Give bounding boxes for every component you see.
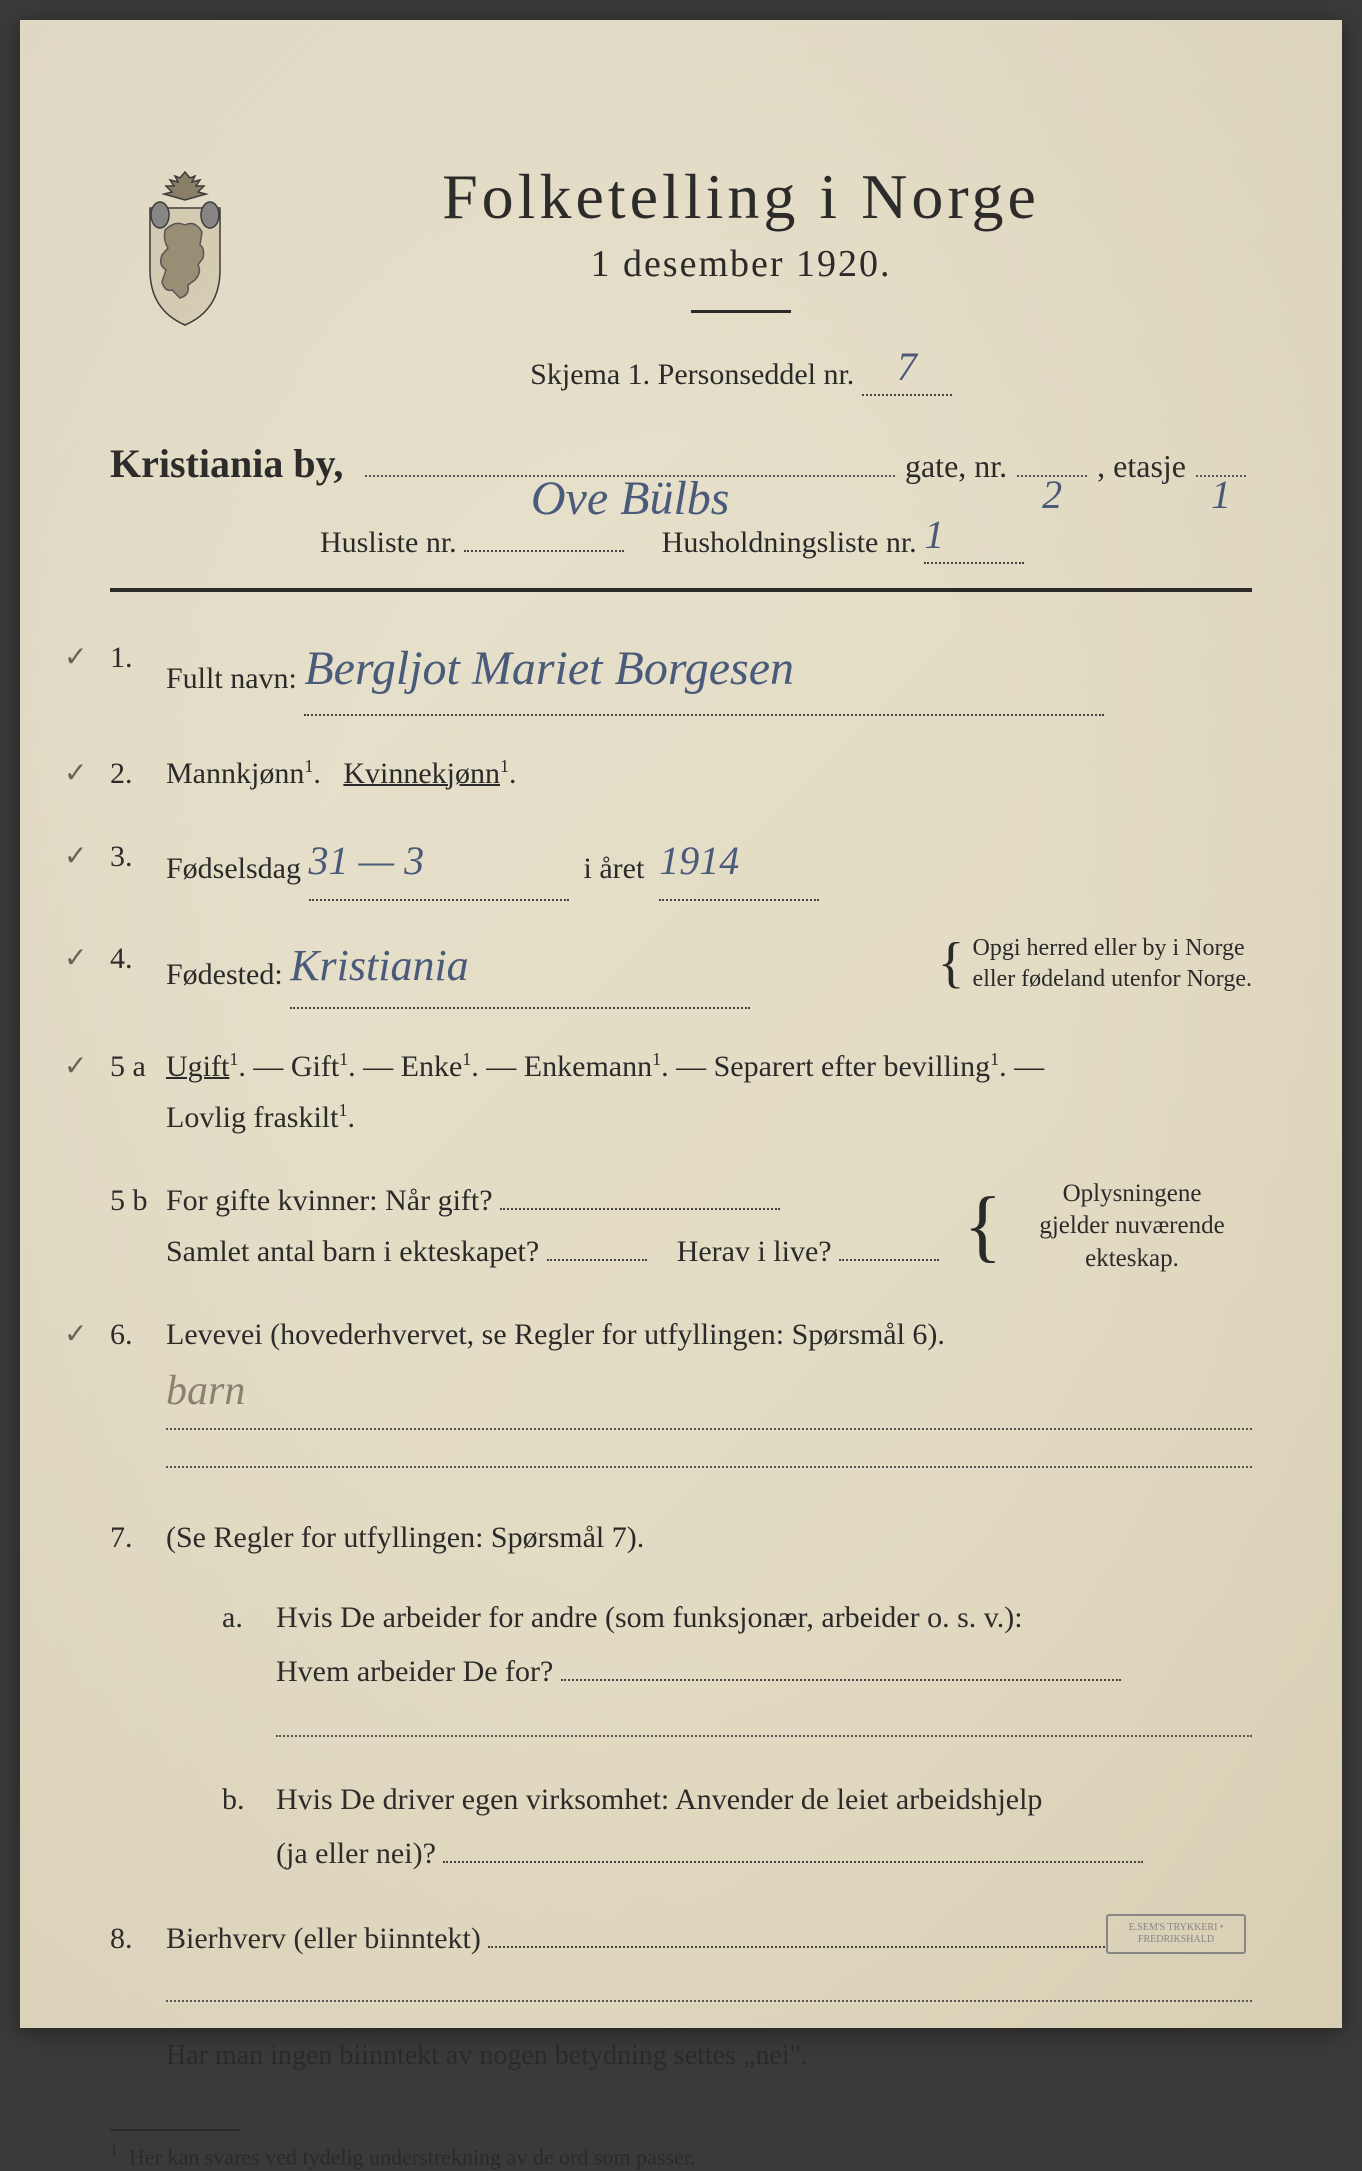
q4-num: 4.: [110, 933, 133, 984]
brace-icon: {: [938, 941, 965, 986]
city-label: Kristiania by,: [110, 440, 343, 487]
q5a-num: 5 a: [110, 1041, 146, 1092]
q8-row: 8. Bierhverv (eller biinntekt) Har man i…: [110, 1913, 1252, 2080]
q5a-row: ✓ 5 a Ugift1. — Gift1. — Enke1. — Enkema…: [110, 1041, 1252, 1143]
title-block: Folketelling i Norge 1 desember 1920. Sk…: [230, 160, 1252, 396]
husholdning-label: Husholdningsliste nr.: [662, 526, 917, 559]
q3-daymonth-value: 31 — 3: [309, 838, 425, 883]
q3-row: ✓ 3. Fødselsdag 31 — 3 i året 1914: [110, 831, 1252, 901]
q5b-note: Oplysningene gjelder nuværende ekteskap.: [1012, 1178, 1252, 1276]
q5a-opt-separert: Separert efter bevilling: [714, 1050, 991, 1083]
q7a-line1: Hvis De arbeider for andre (som funksjon…: [276, 1601, 1023, 1634]
q5b-label-a: For gifte kvinner: Når gift?: [166, 1184, 493, 1217]
printer-stamp: E.SEM'S TRYKKERI • FREDRIKSHALD: [1106, 1914, 1246, 1954]
q1-label: Fullt navn:: [166, 662, 297, 695]
q1-checkmark-icon: ✓: [64, 634, 87, 682]
q7-row: 7. (Se Regler for utfyllingen: Spørsmål …: [110, 1512, 1252, 1881]
address-line: Kristiania by, Ove Bülbs gate, nr. 2 , e…: [110, 440, 1252, 487]
brace-icon: {: [964, 1194, 1002, 1258]
skjema-line: Skjema 1. Personseddel nr. 7: [230, 347, 1252, 396]
q7a-row: a. Hvis De arbeider for andre (som funks…: [276, 1591, 1252, 1737]
q6-row: ✓ 6. Levevei (hovederhvervet, se Regler …: [110, 1309, 1252, 1467]
q6-label: Levevei (hovederhvervet, se Regler for u…: [166, 1318, 945, 1351]
q7a-line2: Hvem arbeider De for?: [276, 1655, 553, 1688]
census-form-page: Folketelling i Norge 1 desember 1920. Sk…: [20, 20, 1342, 2028]
main-title: Folketelling i Norge: [230, 160, 1252, 234]
skjema-label: Skjema 1. Personseddel nr.: [530, 358, 854, 391]
q5a-opt-gift: Gift: [291, 1050, 339, 1083]
q3-checkmark-icon: ✓: [64, 833, 87, 881]
subtitle: 1 desember 1920.: [230, 242, 1252, 286]
husliste-label: Husliste nr.: [320, 526, 457, 559]
q4-checkmark-icon: ✓: [64, 935, 87, 983]
q1-num: 1.: [110, 632, 133, 683]
q7a-num: a.: [222, 1591, 243, 1645]
q5b-num: 5 b: [110, 1175, 148, 1226]
q2-num: 2.: [110, 748, 133, 799]
q5b-row: 5 b For gifte kvinner: Når gift? Samlet …: [110, 1175, 1252, 1277]
q2-option-mann: Mannkjønn: [166, 757, 304, 790]
q1-row: ✓ 1. Fullt navn: Bergljot Mariet Borgese…: [110, 632, 1252, 716]
footnote: 1 Her kan svares ved tydelig understrekn…: [110, 2143, 1252, 2170]
q7b-row: b. Hvis De driver egen virksomhet: Anven…: [276, 1773, 1252, 1881]
section-divider: [110, 588, 1252, 592]
q7b-line1: Hvis De driver egen virksomhet: Anvender…: [276, 1783, 1042, 1816]
title-divider: [691, 310, 791, 313]
footnote-rule: [110, 2129, 240, 2131]
q2-checkmark-icon: ✓: [64, 750, 87, 798]
q5a-opt-ugift: Ugift: [166, 1050, 229, 1083]
q5a-opt-enke: Enke: [401, 1050, 463, 1083]
q5a-opt-fraskilt: Lovlig fraskilt: [166, 1101, 338, 1134]
gate-nr-value: 2: [1017, 471, 1087, 483]
etasje-value: 1: [1196, 471, 1246, 483]
husliste-line: Husliste nr. Husholdningsliste nr. 1: [320, 515, 1252, 564]
q2-option-kvinne: Kvinnekjønn: [343, 757, 500, 790]
street-value: Ove Bülbs: [365, 471, 895, 483]
q2-row: ✓ 2. Mannkjønn1. Kvinnekjønn1.: [110, 748, 1252, 799]
q8-note: Har man ingen biinntekt av nogen betydni…: [166, 2032, 1252, 2080]
q6-num: 6.: [110, 1309, 133, 1360]
q8-label: Bierhverv (eller biinntekt): [166, 1922, 481, 1955]
q8-num: 8.: [110, 1913, 133, 1964]
q5b-label-c: Herav i live?: [677, 1235, 832, 1268]
coat-of-arms-icon: [130, 170, 240, 330]
q5a-opt-enkemann: Enkemann: [524, 1050, 652, 1083]
q5a-checkmark-icon: ✓: [64, 1043, 87, 1091]
q7-num: 7.: [110, 1512, 133, 1563]
q6-checkmark-icon: ✓: [64, 1311, 87, 1359]
footnote-text: Her kan svares ved tydelig understreknin…: [129, 2145, 695, 2170]
q4-row: ✓ 4. Fødested: Kristiania { Opgi herred …: [110, 933, 1252, 1010]
q7b-num: b.: [222, 1773, 245, 1827]
q5b-label-b: Samlet antal barn i ekteskapet?: [166, 1235, 539, 1268]
q4-label: Fødested:: [166, 958, 283, 991]
footnote-marker: 1: [110, 2143, 118, 2160]
q6-value: barn: [166, 1368, 245, 1414]
husholdning-value: 1: [924, 512, 944, 557]
etasje-label: , etasje: [1097, 448, 1186, 485]
personseddel-value: 7: [897, 344, 917, 389]
q3-label: Fødselsdag: [166, 852, 301, 885]
q3-year-value: 1914: [659, 838, 739, 883]
q4-note: Opgi herred eller by i Norge eller fødel…: [973, 933, 1252, 995]
q4-value: Kristiania: [290, 941, 469, 990]
q3-mid: i året: [584, 852, 645, 885]
q7-label: (Se Regler for utfyllingen: Spørsmål 7).: [166, 1521, 644, 1554]
q1-value: Bergljot Mariet Borgesen: [304, 642, 794, 695]
gate-label: gate, nr.: [905, 448, 1007, 485]
q3-num: 3.: [110, 831, 133, 882]
q7b-line2: (ja eller nei)?: [276, 1837, 436, 1870]
